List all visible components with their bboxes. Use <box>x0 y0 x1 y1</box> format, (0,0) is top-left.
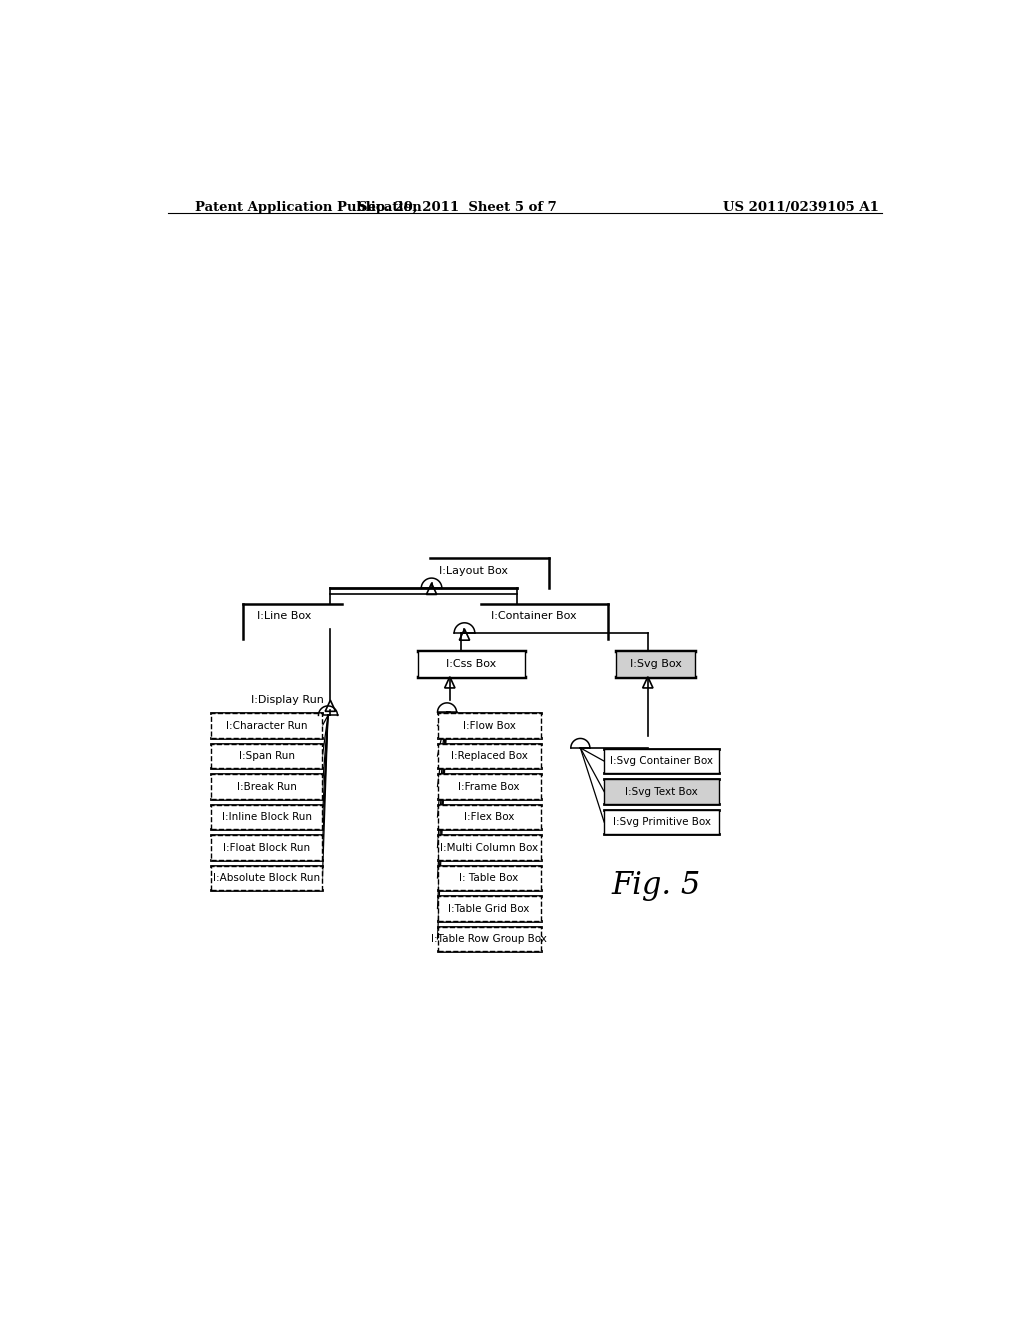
Text: I:Flex Box: I:Flex Box <box>464 812 514 822</box>
Bar <box>604 810 719 834</box>
Text: I:Span Run: I:Span Run <box>239 751 295 762</box>
Bar <box>211 744 323 768</box>
Bar <box>616 651 695 677</box>
Bar <box>437 713 541 738</box>
Bar <box>437 927 541 952</box>
Bar <box>437 866 541 890</box>
Text: Patent Application Publication: Patent Application Publication <box>196 201 422 214</box>
Bar <box>211 866 323 890</box>
Text: US 2011/0239105 A1: US 2011/0239105 A1 <box>723 201 879 214</box>
Text: I:Inline Block Run: I:Inline Block Run <box>222 812 312 822</box>
Text: I:Replaced Box: I:Replaced Box <box>451 751 527 762</box>
Bar <box>211 713 323 738</box>
Bar <box>437 805 541 829</box>
Bar <box>211 836 323 859</box>
Bar <box>418 651 524 677</box>
Bar <box>437 744 541 768</box>
Bar <box>604 779 719 804</box>
Text: I:Svg Text Box: I:Svg Text Box <box>626 787 698 796</box>
Text: I: Table Box: I: Table Box <box>460 873 519 883</box>
Text: I:Svg Container Box: I:Svg Container Box <box>610 756 713 766</box>
Bar <box>211 775 323 799</box>
Text: I:Line Box: I:Line Box <box>257 611 311 622</box>
Text: Sep. 29, 2011  Sheet 5 of 7: Sep. 29, 2011 Sheet 5 of 7 <box>358 201 557 214</box>
Text: I:Float Block Run: I:Float Block Run <box>223 842 310 853</box>
Text: I:Svg Primitive Box: I:Svg Primitive Box <box>612 817 711 828</box>
Text: I:Table Grid Box: I:Table Grid Box <box>449 903 529 913</box>
Text: I:Table Row Group Box: I:Table Row Group Box <box>431 935 547 944</box>
Bar <box>211 805 323 829</box>
Text: I:Multi Column Box: I:Multi Column Box <box>440 842 539 853</box>
Text: I:Absolute Block Run: I:Absolute Block Run <box>213 873 321 883</box>
Bar <box>604 748 719 774</box>
Text: I:Character Run: I:Character Run <box>226 721 307 730</box>
Text: I:Svg Box: I:Svg Box <box>630 659 682 669</box>
Bar <box>437 836 541 859</box>
Text: Fig. 5: Fig. 5 <box>611 870 700 900</box>
Text: I:Display Run: I:Display Run <box>251 696 324 705</box>
Text: I:Flow Box: I:Flow Box <box>463 721 515 730</box>
Text: I:Container Box: I:Container Box <box>490 611 577 622</box>
Bar <box>437 775 541 799</box>
Text: I:Layout Box: I:Layout Box <box>439 565 508 576</box>
Text: I:Break Run: I:Break Run <box>237 781 297 792</box>
Text: I:Frame Box: I:Frame Box <box>459 781 520 792</box>
Text: I:Css Box: I:Css Box <box>446 659 497 669</box>
Bar <box>437 896 541 921</box>
